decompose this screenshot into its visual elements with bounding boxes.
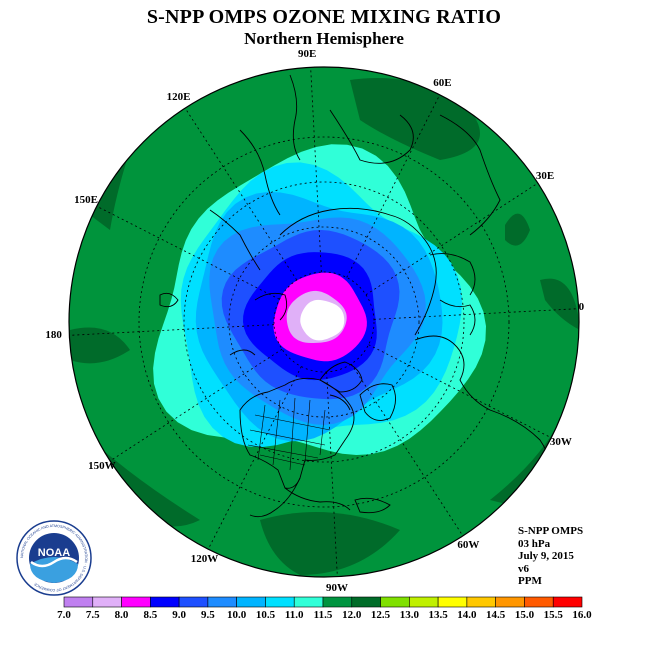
colorbar-tick-label: 16.0 (572, 609, 592, 621)
noaa-logo-text: NOAA (38, 547, 70, 559)
meridian-line (109, 348, 283, 462)
colorbar-bin (351, 596, 381, 608)
colorbar-tick-label: 13.0 (400, 609, 420, 621)
longitude-label: 180 (45, 328, 62, 341)
colorbar-bin (409, 596, 439, 608)
colorbar-tick-label: 10.5 (256, 609, 276, 621)
dark-patch (70, 420, 200, 527)
colorbar-tick-label: 12.5 (371, 609, 391, 621)
colorbar-bin (293, 596, 324, 608)
colorbar-tick-label: 9.0 (172, 609, 186, 621)
colorbar-bin (236, 596, 266, 608)
colorbar-bin (207, 596, 237, 608)
colorbar-tick-label: 12.0 (342, 609, 362, 621)
map-title: S-NPP OMPS OZONE MIXING RATIO (146, 6, 502, 28)
longitude-label: 120W (190, 552, 219, 565)
colorbar-bin (524, 596, 554, 608)
meridian-line (350, 363, 464, 537)
date-label: July 9, 2015 (518, 550, 574, 562)
colorbar-bin (121, 596, 151, 608)
dark-patch (505, 213, 530, 246)
colorbar-tick-label: 15.0 (515, 609, 535, 621)
coastlines (159, 74, 554, 546)
colorbar-bin (92, 596, 122, 608)
colorbar-bin (380, 596, 410, 608)
colorbar-tick-label: 7.0 (57, 609, 71, 621)
info-block: S-NPP OMPS 03 hPa July 9, 2015 v6 PPM (518, 525, 583, 588)
colorbar-tick-label: 14.0 (457, 609, 477, 621)
units-label: PPM (518, 575, 542, 587)
version-label: v6 (518, 562, 529, 575)
colorbar-tick-label: 11.0 (285, 609, 304, 621)
colorbar-bin (322, 596, 353, 608)
colorbar-bin (466, 596, 496, 608)
colorbar-tick-label: 10.0 (227, 609, 247, 621)
meridian-line (346, 94, 441, 278)
colorbar-tick-label: 14.5 (486, 609, 506, 621)
us-state-lines (247, 397, 331, 471)
colorbar-bin (265, 596, 295, 608)
longitude-label: 90E (298, 48, 317, 61)
colorbar-tick-label: 8.0 (115, 609, 129, 621)
meridian-line (184, 107, 298, 281)
longitude-label: 150W (88, 460, 116, 473)
dark-patch (70, 327, 130, 364)
longitude-label: 30E (535, 169, 555, 182)
ozone-band-7 (300, 299, 345, 341)
colorbar-tick-label: 7.5 (86, 609, 100, 621)
longitude-label: 60E (433, 77, 452, 90)
meridian-line (96, 205, 280, 300)
meridian-line (365, 182, 539, 296)
colorbar-bin (437, 596, 468, 608)
meridian-line (207, 366, 302, 550)
map-subtitle: Northern Hemisphere (244, 29, 404, 48)
graticule (69, 67, 579, 577)
longitude-label: 60W (457, 538, 480, 551)
colorbar-bin (495, 596, 525, 608)
colorbar-tick-label: 11.5 (314, 609, 333, 621)
colorbar-tick-label: 15.5 (544, 609, 564, 621)
meridian-line (69, 324, 275, 336)
meridian-line (326, 371, 338, 577)
longitude-label: 30W (549, 436, 572, 449)
map-border (68, 66, 580, 578)
meridian-line (368, 344, 552, 439)
longitude-label: 120E (166, 91, 191, 104)
meridian-line (373, 308, 579, 320)
colorbar-tick-label: 8.5 (143, 609, 157, 621)
instrument-label: S-NPP OMPS (518, 525, 584, 537)
colorbar-tick-label: 9.5 (201, 609, 215, 621)
longitude-label: 0 (578, 301, 585, 314)
pressure-level: 03 hPa (518, 537, 551, 550)
meridian-line (310, 67, 322, 273)
colorbar-bin (552, 596, 583, 608)
colorbar-tick-label: 13.5 (428, 609, 448, 621)
longitude-label: 150E (74, 193, 98, 206)
colorbar-bin (178, 596, 209, 608)
ozone-contour-bands (153, 144, 486, 456)
noaa-logo: NOAA NATIONAL OCEANIC AND ATMOSPHERIC AD… (16, 520, 92, 596)
longitude-label: 90W (325, 581, 348, 594)
dark-patch (260, 512, 400, 575)
colorbar-bin (150, 596, 180, 608)
dark-patch (540, 278, 579, 330)
colorbar-bin (63, 596, 94, 608)
